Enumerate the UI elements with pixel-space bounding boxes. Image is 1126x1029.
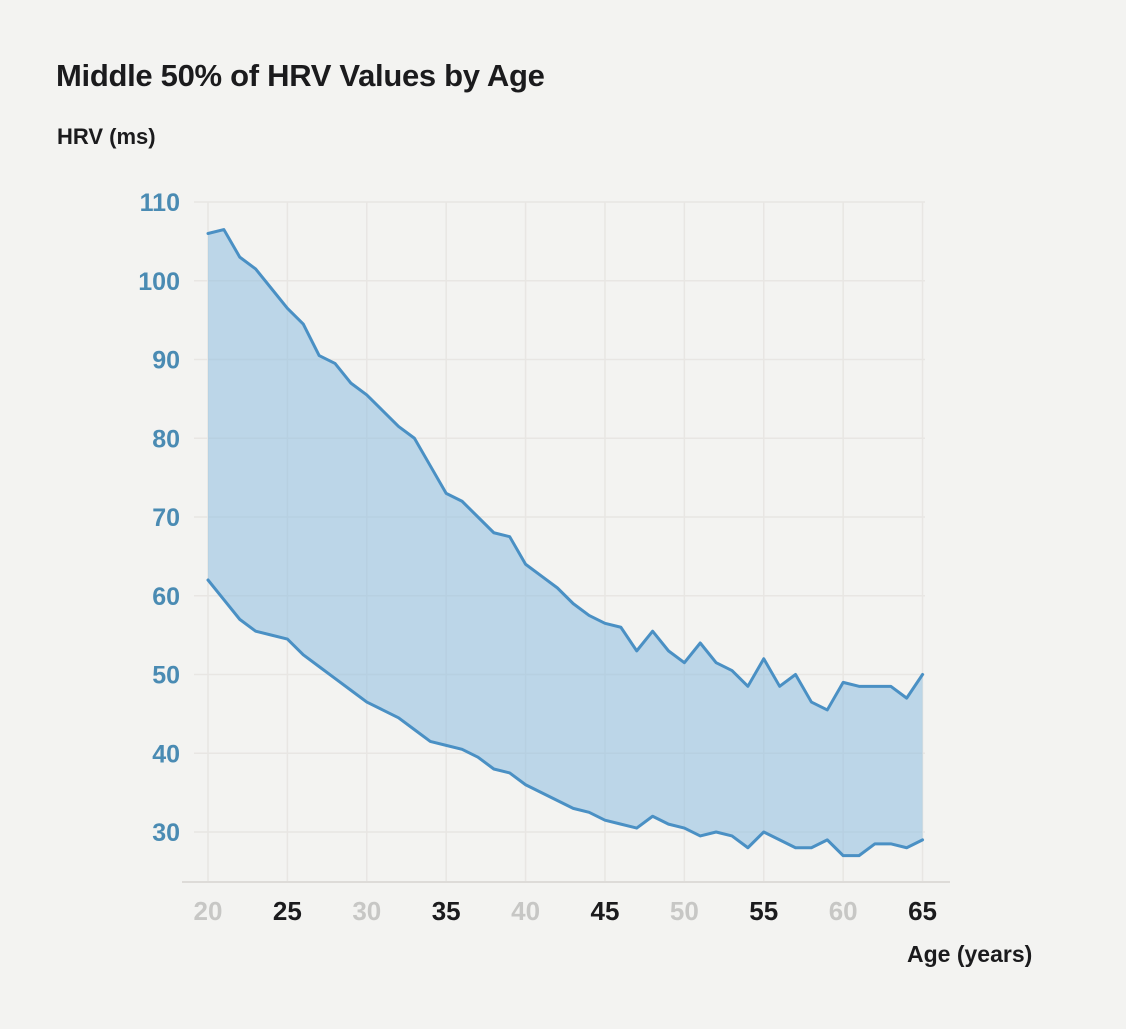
y-axis-title: HRV (ms) (57, 124, 156, 149)
x-tick-label: 25 (273, 896, 302, 926)
y-tick-label: 70 (152, 504, 180, 532)
x-tick-label: 35 (432, 896, 461, 926)
y-tick-label: 80 (152, 425, 180, 453)
lower-bound-line (206, 578, 925, 858)
y-tick-label: 100 (138, 268, 180, 296)
y-tick-label: 30 (152, 819, 180, 847)
x-tick-label: 30 (352, 896, 381, 926)
x-tick-label: 60 (829, 896, 858, 926)
y-tick-label: 50 (152, 662, 180, 690)
y-tick-label: 110 (140, 189, 180, 217)
upper-bound-line (206, 228, 925, 712)
x-axis-title: Age (years) (907, 941, 1033, 967)
y-tick-label: 90 (152, 347, 180, 375)
x-tick-label: 50 (670, 896, 699, 926)
x-tick-label: 20 (194, 896, 223, 926)
x-tick-label: 40 (511, 896, 540, 926)
chart-title: Middle 50% of HRV Values by Age (56, 58, 545, 93)
x-tick-label: 65 (908, 896, 937, 926)
y-tick-label: 40 (152, 740, 180, 768)
x-tick-label: 55 (749, 896, 778, 926)
x-tick-label: 45 (591, 896, 620, 926)
band-area (208, 229, 923, 856)
y-tick-label: 60 (152, 583, 180, 611)
